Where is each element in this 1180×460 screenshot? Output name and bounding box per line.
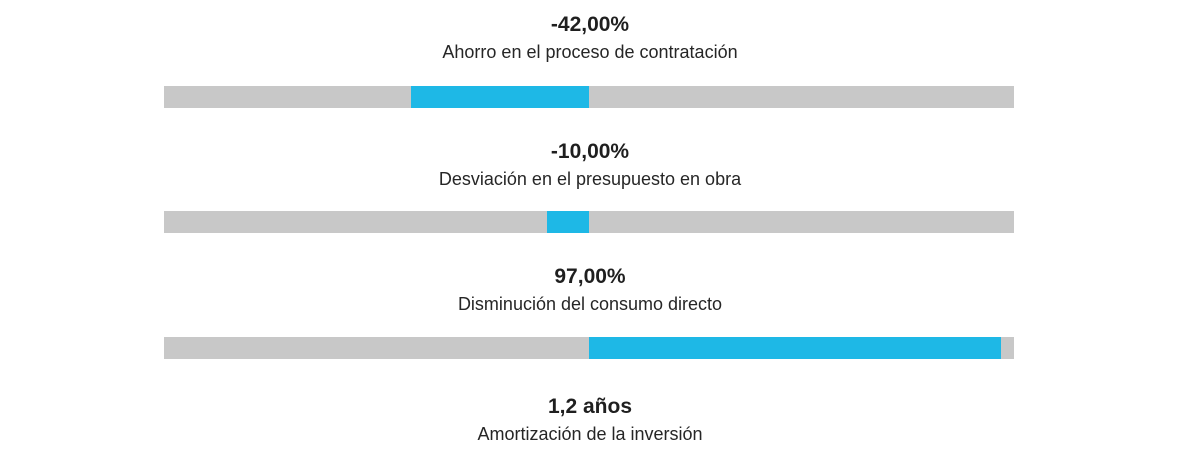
bar-fill	[410, 86, 589, 108]
bar-track	[164, 86, 1014, 108]
bar-fill	[589, 337, 1002, 359]
metric-presupuesto: -10,00% Desviación en el presupuesto en …	[0, 140, 1180, 190]
metric-label: Ahorro en el proceso de contratación	[442, 42, 738, 62]
bar-fill	[546, 211, 589, 233]
metric-contratacion: -42,00% Ahorro en el proceso de contrata…	[0, 13, 1180, 63]
metric-amortizacion: 1,2 años Amortización de la inversión	[0, 395, 1180, 445]
metric-value: -10,00%	[550, 140, 630, 163]
metric-value: 1,2 años	[547, 395, 633, 418]
bar-track	[164, 337, 1014, 359]
bar-track	[164, 211, 1014, 233]
metric-label: Amortización de la inversión	[477, 424, 703, 444]
metric-consumo: 97,00% Disminución del consumo directo	[0, 265, 1180, 315]
metric-value: 97,00%	[554, 265, 626, 288]
metric-label: Desviación en el presupuesto en obra	[438, 169, 742, 189]
metric-label: Disminución del consumo directo	[457, 294, 723, 314]
metric-value: -42,00%	[550, 13, 630, 36]
